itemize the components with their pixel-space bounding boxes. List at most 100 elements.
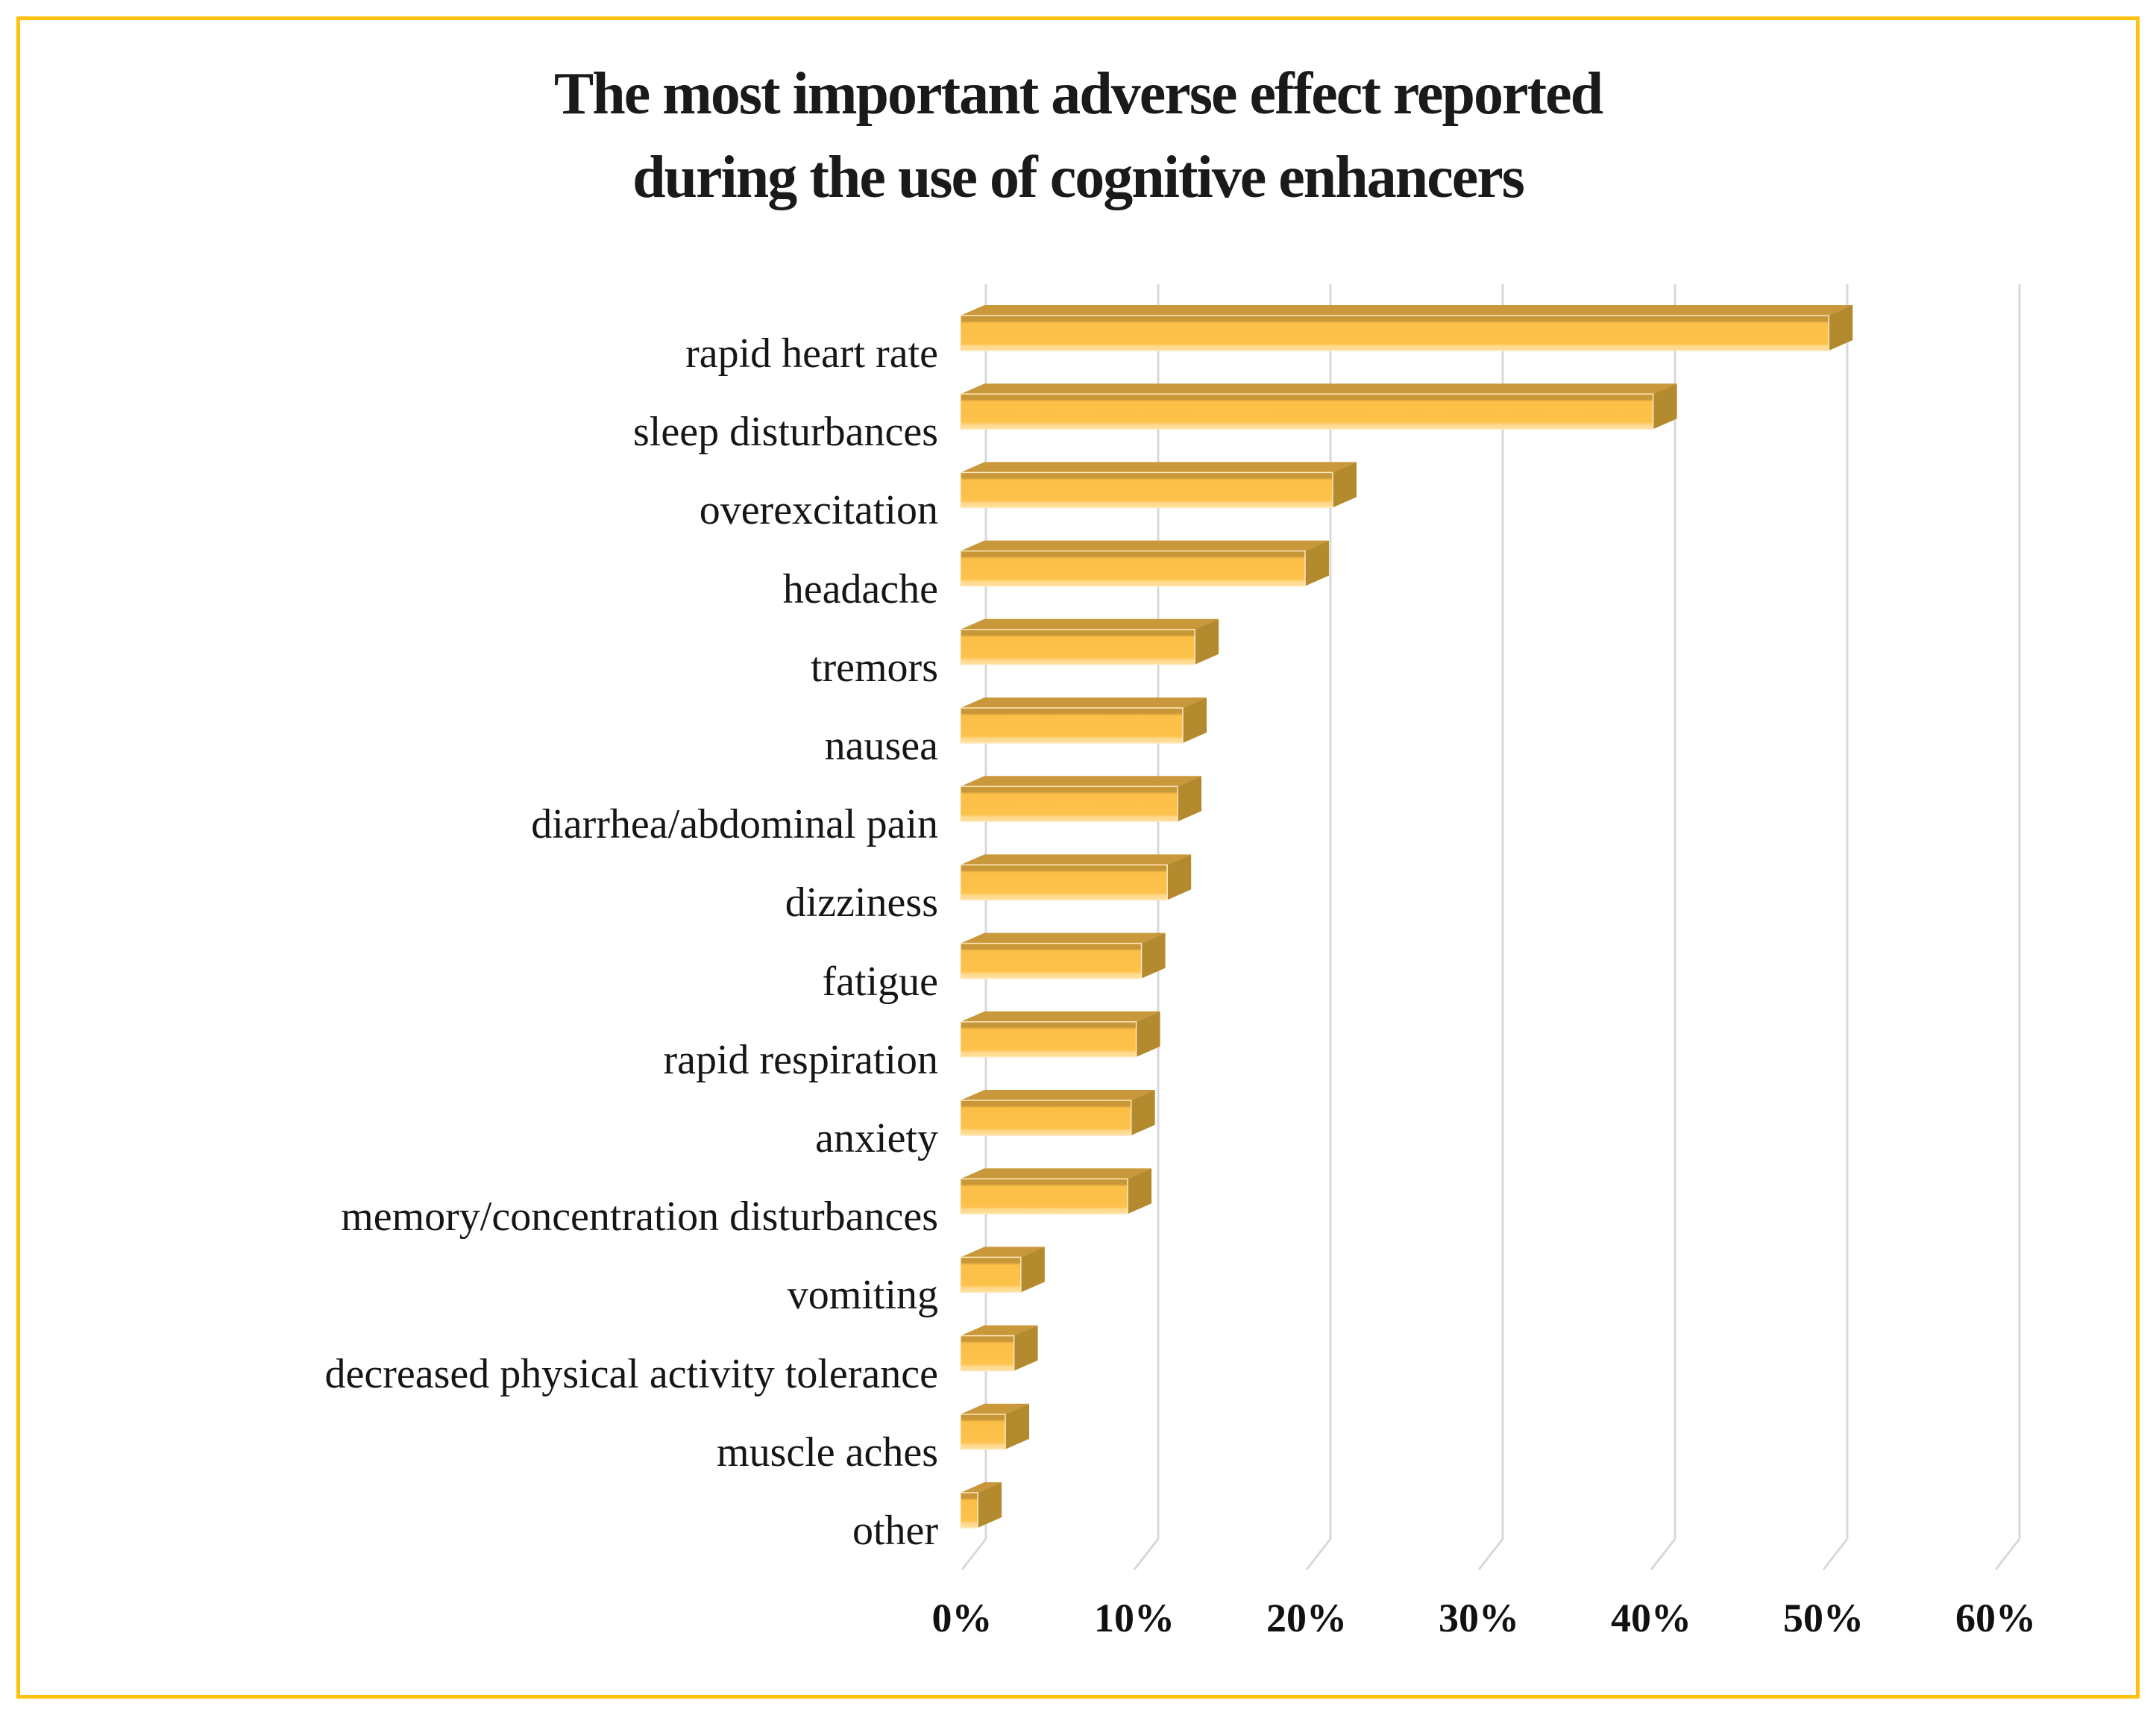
bar-front-face [960, 942, 1143, 979]
bar [960, 1403, 1030, 1450]
bar [960, 1090, 1155, 1136]
bar-side-face [1653, 383, 1677, 430]
bar-front-face [960, 1492, 978, 1529]
x-tick-label: 30% [1439, 1596, 1519, 1640]
chart-title-line-1: The most important adverse effect report… [553, 61, 1603, 127]
category-label: rapid heart rate [685, 330, 938, 377]
x-tick-label: 40% [1611, 1596, 1691, 1640]
bar [960, 1482, 1002, 1529]
gridline-foot [1477, 1538, 1504, 1570]
x-tick-label: 10% [1094, 1596, 1175, 1640]
bar [960, 618, 1219, 665]
bar-side-face [1182, 697, 1207, 743]
bar [960, 1011, 1160, 1058]
chart-title: The most important adverse effect report… [0, 52, 2156, 219]
bar [960, 776, 1202, 822]
bar-front-face [960, 550, 1306, 587]
bar-side-face [1141, 932, 1166, 979]
gridline-foot [1305, 1538, 1332, 1570]
gridline-foot [1133, 1538, 1160, 1570]
bar-front-face [960, 864, 1168, 901]
category-label: dizziness [785, 880, 938, 927]
bar-side-face [1013, 1325, 1038, 1371]
category-label: diarrhea/abdominal pain [531, 801, 938, 848]
gridline-foot [1650, 1538, 1676, 1570]
category-label: anxiety [815, 1115, 938, 1161]
category-label: sleep disturbances [633, 409, 938, 456]
bar [960, 462, 1357, 509]
category-label: vomiting [787, 1272, 938, 1319]
category-label: overexcitation [699, 487, 938, 534]
category-label: tremors [810, 644, 938, 691]
bar-front-face [960, 393, 1654, 430]
bar-front-face [960, 707, 1184, 744]
bar-side-face [1332, 462, 1357, 508]
bar-side-face [1305, 540, 1329, 586]
bar-top-face [961, 1403, 1030, 1414]
x-tick-label: 50% [1783, 1596, 1864, 1640]
x-tick-label: 60% [1955, 1596, 2036, 1640]
bar-side-face [1020, 1247, 1045, 1293]
bar-side-face [1167, 854, 1192, 900]
x-tick-label: 20% [1266, 1596, 1347, 1640]
bar-top-face [961, 618, 1219, 630]
category-label: muscle aches [717, 1429, 938, 1476]
bar-front-face [960, 315, 1829, 351]
bar-top-face [961, 383, 1677, 395]
bar-front-face [960, 1178, 1128, 1214]
bar-top-face [961, 1482, 1002, 1493]
bar-front-face [960, 1335, 1015, 1372]
category-label: memory/concentration disturbances [341, 1194, 938, 1241]
chart-title-line-2: during the use of cognitive enhancers [632, 145, 1525, 210]
gridline-foot [1994, 1538, 2021, 1570]
bar-top-face [961, 1325, 1038, 1336]
gridline-foot [961, 1538, 987, 1570]
bar-side-face [1195, 618, 1219, 665]
bar [960, 854, 1192, 901]
bar-front-face [960, 1414, 1006, 1450]
bar-side-face [1128, 1168, 1152, 1214]
x-tick-label: 0% [931, 1596, 993, 1640]
bar-front-face [960, 471, 1333, 509]
bar [960, 1168, 1152, 1214]
bar [960, 305, 1853, 351]
category-label: rapid respiration [663, 1036, 938, 1083]
bar [960, 932, 1166, 979]
bar-front-face [960, 1100, 1132, 1136]
bars [960, 305, 1853, 1529]
bar-top-face [961, 1011, 1160, 1022]
gridlines [961, 284, 2021, 1570]
bar-top-face [961, 540, 1329, 551]
bar-front-face [960, 1021, 1137, 1058]
bar [960, 1247, 1045, 1294]
category-label: other [852, 1508, 938, 1554]
bar-side-face [1005, 1403, 1030, 1449]
bar [960, 540, 1329, 587]
bar-top-face [961, 1168, 1152, 1179]
category-label: decreased physical activity tolerance [324, 1350, 938, 1397]
bar-top-face [961, 1090, 1155, 1100]
bar-top-face [961, 854, 1192, 865]
category-label: headache [782, 565, 938, 612]
bar-top-face [961, 697, 1207, 708]
bar-side-face [1131, 1090, 1155, 1135]
bar-side-face [978, 1482, 1002, 1528]
gridline-foot [1822, 1538, 1849, 1570]
bar-side-face [1178, 776, 1202, 822]
bar-top-face [961, 932, 1166, 944]
bar [960, 697, 1207, 744]
bar-front-face [960, 629, 1195, 665]
category-label: fatigue [822, 958, 938, 1005]
bar-top-face [961, 305, 1853, 316]
bar-side-face [1136, 1011, 1160, 1057]
bar-top-face [961, 462, 1357, 473]
bar-top-face [961, 1247, 1045, 1258]
bar [960, 383, 1677, 430]
bar-side-face [1829, 305, 1853, 351]
bar-front-face [960, 786, 1178, 822]
category-label: nausea [824, 723, 938, 769]
bar [960, 1325, 1038, 1372]
bar-front-face [960, 1256, 1022, 1294]
